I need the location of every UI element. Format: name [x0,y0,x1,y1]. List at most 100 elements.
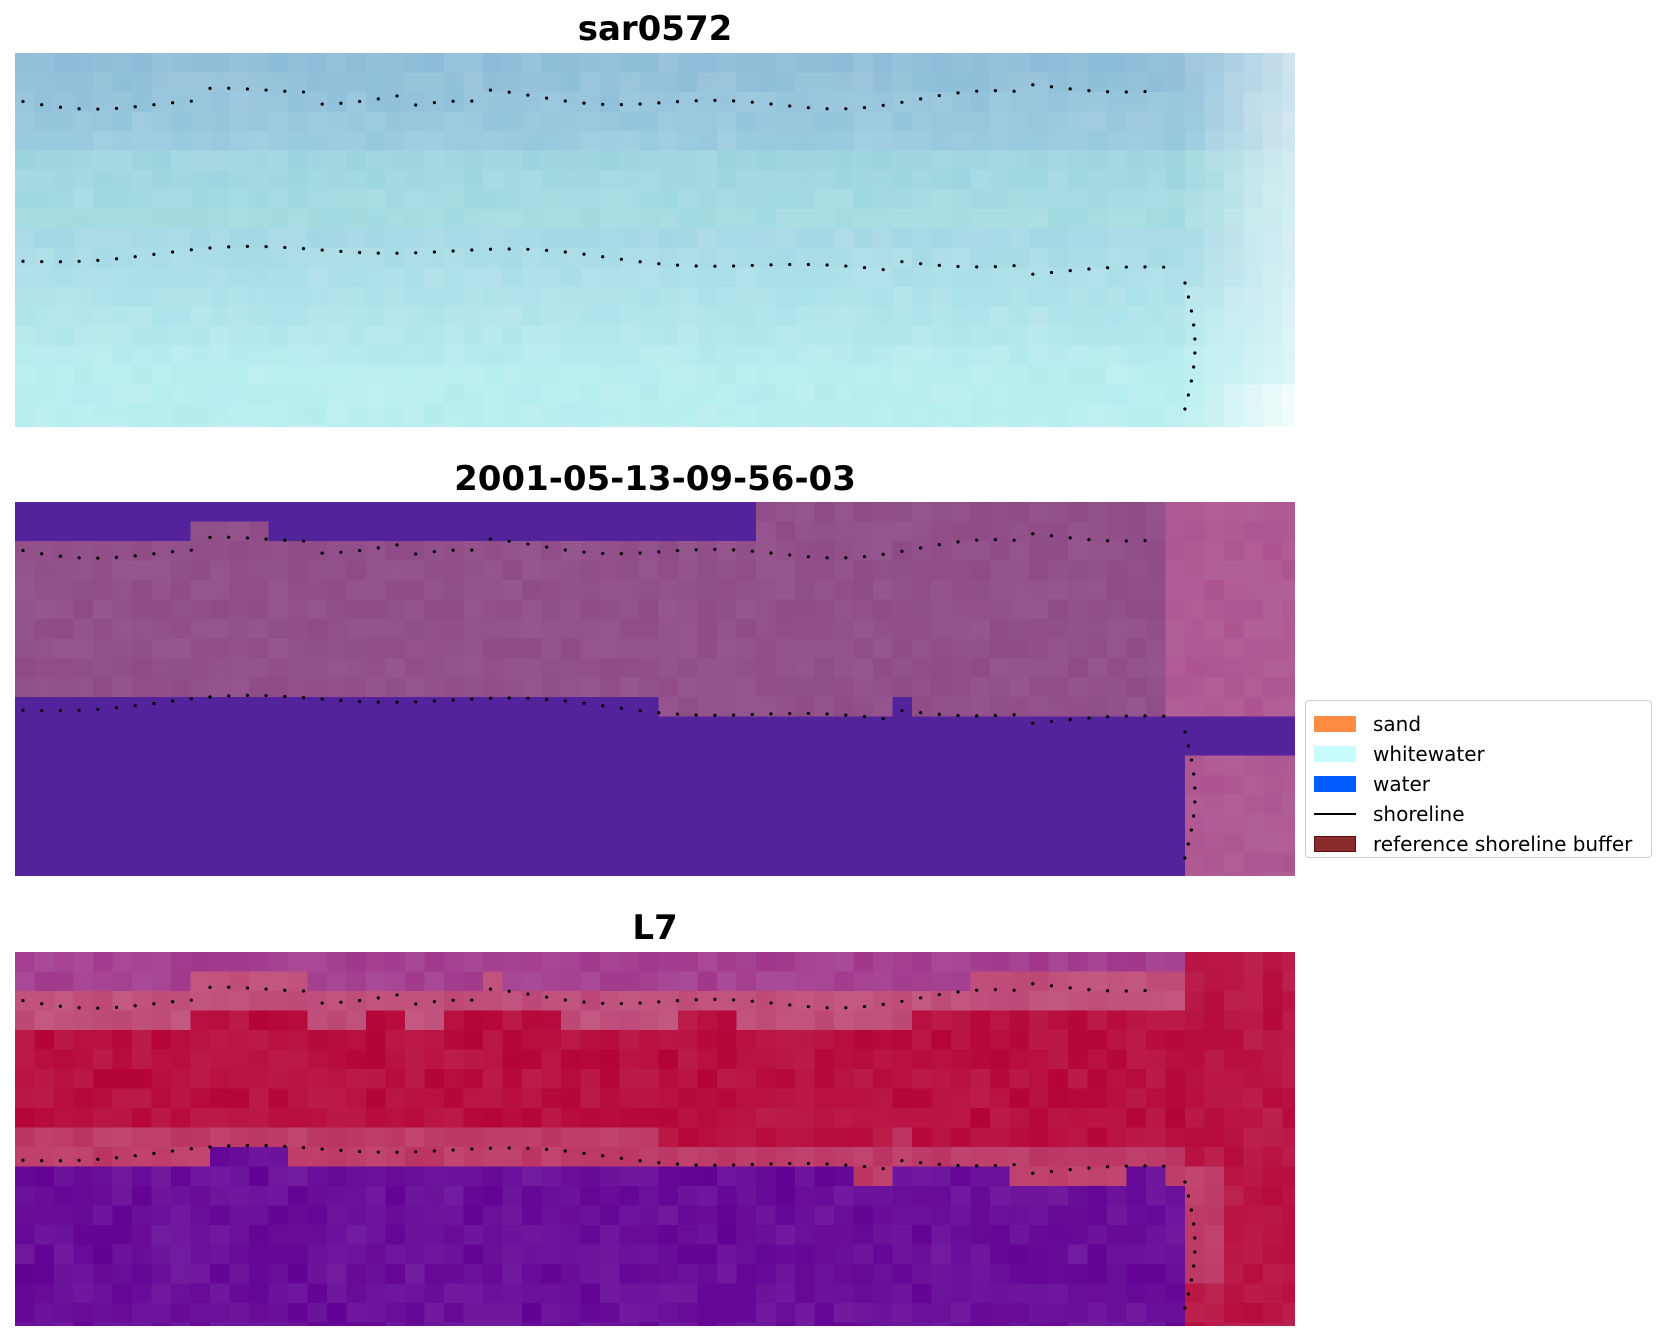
shoreline-point [171,1149,175,1153]
shoreline-point [526,1146,530,1150]
shoreline-point [993,538,998,542]
shoreline-point [96,707,100,711]
legend-label: water [1373,772,1430,796]
shoreline-point [769,551,773,555]
shoreline-point [750,549,754,553]
shoreline-point [320,102,324,106]
shoreline-point [264,694,268,698]
shoreline-point [283,694,287,699]
shoreline-point [675,1162,680,1166]
shoreline-point [713,547,717,552]
shoreline-point [1049,85,1054,89]
shoreline-point [40,1159,44,1163]
shoreline-point [1143,988,1147,993]
shoreline-point [638,1159,642,1163]
shoreline-point [208,1145,212,1149]
shoreline-point [414,1150,418,1154]
shoreline-point [1143,714,1147,718]
shoreline-point [189,998,193,1002]
shoreline-point [657,1000,661,1004]
shoreline-point [619,102,624,107]
shoreline-point [881,716,885,721]
shoreline-point [77,259,81,263]
shoreline-point [1186,295,1191,299]
shoreline-point [470,248,474,252]
shoreline-point [339,1000,343,1004]
shoreline-point [900,100,904,104]
shoreline-point [152,103,156,107]
shoreline-point [975,1164,979,1168]
shoreline-point [470,99,474,103]
shoreline-point [769,1001,773,1005]
shoreline-point [881,552,885,556]
panel-title-1: sar0572 [577,9,733,49]
shoreline-point [862,266,867,270]
shoreline-point [1186,1194,1191,1198]
shoreline-point [395,94,399,98]
shoreline-point [675,100,680,104]
shoreline-point [152,701,156,705]
shoreline-point [245,986,249,990]
shoreline-point [694,264,698,268]
shoreline-point [21,708,25,712]
shoreline-point [1012,538,1016,542]
shoreline-point [732,548,736,552]
shoreline-point [806,555,811,559]
shoreline-point [58,554,63,558]
shoreline-point [264,1144,268,1148]
shoreline-point [414,552,418,556]
shoreline-point [844,264,848,268]
shoreline-point [825,556,829,560]
shoreline-point [582,252,586,256]
dark-red-swatch-icon [1314,836,1356,852]
shoreline-point [1087,1166,1091,1170]
shoreline-point [395,1150,399,1154]
shoreline-point [133,255,137,259]
shoreline-point [806,1005,811,1009]
shoreline-point [937,1162,941,1166]
shoreline-point [1193,1250,1197,1254]
shoreline-point [451,1148,455,1152]
shoreline-point [395,993,399,997]
shoreline-point [171,101,175,105]
shoreline-point [732,99,736,103]
shoreline-point [638,1001,642,1005]
shoreline-point [657,101,661,105]
shoreline-point [414,103,418,107]
shoreline-point [844,1163,848,1167]
shoreline-point [937,542,941,547]
shoreline-point [619,551,624,556]
shoreline-point [675,999,680,1003]
shoreline-point [1012,89,1016,93]
shoreline-point [114,106,119,110]
shoreline-point [919,262,923,266]
shoreline-point [432,550,436,554]
shoreline-point [432,250,436,254]
shoreline-point [21,548,25,553]
legend-entry-whitewater: whitewater [1314,739,1643,769]
shoreline-point [825,263,829,267]
shoreline-point [208,246,212,250]
shoreline-point [358,998,362,1003]
shoreline-point [956,91,960,95]
cyan-swatch-icon [1314,746,1356,762]
shoreline-point [40,1002,44,1006]
shoreline-point [1143,265,1147,269]
shoreline-point [975,538,979,542]
shoreline-point [750,712,754,717]
shoreline-point [713,98,717,103]
shoreline-point [470,697,474,701]
shoreline-point [1183,281,1187,285]
shoreline-point [208,985,212,989]
shoreline-point [638,709,642,713]
shoreline-point [301,539,306,543]
shoreline-point [208,86,212,90]
shoreline-point [788,711,792,716]
shoreline-point [395,543,399,547]
shoreline-point [601,102,605,106]
shoreline-point [507,696,511,700]
shoreline-point [96,258,100,262]
shoreline-point [919,546,923,550]
shoreline-point [133,1004,137,1008]
shoreline-point [1186,393,1190,397]
